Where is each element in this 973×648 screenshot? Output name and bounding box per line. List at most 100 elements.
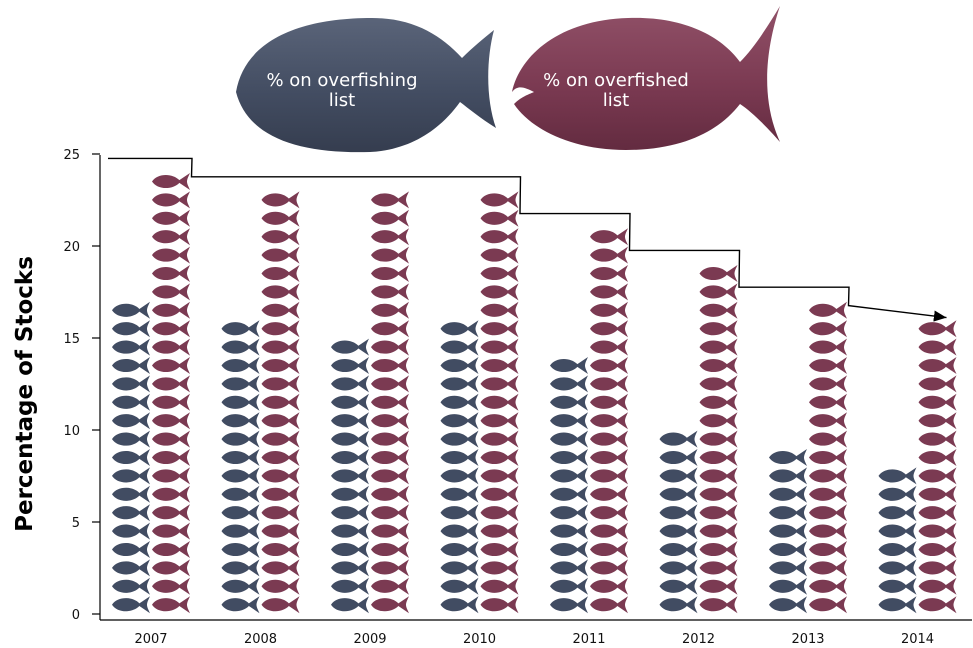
fish-icon — [221, 541, 260, 558]
fish-icon — [809, 320, 847, 338]
fish-icon — [152, 320, 190, 338]
fish-icon — [440, 357, 479, 374]
fish-icon — [112, 504, 150, 522]
fish-icon — [878, 504, 917, 522]
fish-icon — [550, 375, 588, 393]
fish-icon — [152, 173, 190, 190]
x-tick-label: 2011 — [572, 632, 605, 647]
fish-icon — [480, 485, 519, 503]
fish-icon — [261, 320, 300, 338]
fish-icon — [590, 320, 628, 338]
fish-icon — [699, 301, 738, 319]
fish-icon — [699, 430, 738, 448]
y-tick-label: 10 — [63, 424, 80, 439]
fish-icon — [371, 375, 409, 393]
fish-icon — [261, 283, 300, 301]
fish-icon — [371, 504, 409, 522]
fish-icon — [152, 265, 190, 282]
fish-icon — [221, 357, 260, 374]
fish-icon — [769, 522, 807, 540]
fish-icon — [809, 559, 847, 577]
fish-icon — [480, 430, 519, 448]
fish-icon — [699, 559, 738, 577]
fish-icon — [371, 301, 409, 319]
x-tick-label: 2012 — [682, 632, 715, 647]
fish-icon — [809, 577, 847, 595]
fish-icon — [809, 357, 847, 374]
fish-icon — [112, 467, 150, 485]
fish-icon — [152, 430, 190, 448]
fish-icon — [809, 338, 847, 356]
fish-icon — [878, 577, 917, 595]
fish-icon — [659, 430, 698, 448]
legend-overfishing: % on overfishing list — [236, 18, 496, 153]
fish-icon — [809, 522, 847, 540]
fish-icon — [261, 393, 300, 411]
fish-icon — [918, 485, 957, 503]
fish-icon — [550, 504, 588, 522]
fish-icon — [440, 504, 479, 522]
bar-overfishing-2012 — [659, 430, 698, 614]
x-tick-label: 2007 — [134, 632, 167, 647]
fish-icon — [918, 393, 957, 411]
fish-icon — [550, 541, 588, 558]
fish-icon — [878, 467, 917, 485]
fish-icon — [371, 430, 409, 448]
fish-icon — [371, 209, 409, 227]
fish-icon — [809, 412, 847, 430]
fish-icon — [331, 449, 369, 466]
fish-icon — [440, 449, 479, 466]
fish-icon — [261, 375, 300, 393]
x-tick-label: 2013 — [791, 632, 824, 647]
fish-icon — [152, 283, 190, 301]
fish-icon — [440, 430, 479, 448]
fish-icon — [440, 541, 479, 558]
fish-icon — [809, 430, 847, 448]
fish-icon — [590, 577, 628, 595]
fish-icon — [659, 449, 698, 466]
fish-icon — [550, 485, 588, 503]
bar-overfishing-2009 — [331, 338, 369, 614]
fish-icon — [659, 596, 698, 614]
fish-icon — [480, 449, 519, 466]
fish-icon — [371, 467, 409, 485]
fish-icon — [590, 485, 628, 503]
fish-icon — [699, 577, 738, 595]
fish-icon — [699, 596, 738, 614]
fish-icon — [112, 559, 150, 577]
fish-icon — [659, 522, 698, 540]
fish-icon — [331, 541, 369, 558]
y-tick-label: 20 — [63, 240, 80, 255]
fish-icon — [809, 301, 847, 319]
fish-icon — [550, 577, 588, 595]
fish-icon — [699, 375, 738, 393]
fish-icon — [480, 467, 519, 485]
fish-icon — [440, 559, 479, 577]
fish-icon — [550, 449, 588, 466]
legend-overfished-fish-icon — [512, 6, 780, 150]
fish-icon — [769, 559, 807, 577]
fish-icon — [590, 338, 628, 356]
fish-icon — [331, 577, 369, 595]
fish-icon — [221, 559, 260, 577]
fish-icon — [878, 541, 917, 558]
fish-icon — [918, 559, 957, 577]
fish-icon — [371, 283, 409, 301]
fish-bars — [112, 173, 957, 614]
legend-overfished-label-1: % on overfished — [543, 70, 689, 91]
fish-icon — [699, 485, 738, 503]
fish-icon — [331, 485, 369, 503]
y-tick-label: 15 — [63, 332, 80, 347]
legend-overfishing-label-1: % on overfishing — [266, 70, 417, 91]
fish-icon — [331, 559, 369, 577]
fish-icon — [261, 449, 300, 466]
fish-icon — [112, 596, 150, 614]
fish-icon — [878, 559, 917, 577]
fish-icon — [480, 338, 519, 356]
fish-icon — [590, 228, 628, 246]
fish-icon — [261, 541, 300, 558]
fish-icon — [221, 485, 260, 503]
fish-icon — [331, 338, 369, 356]
fish-icon — [769, 541, 807, 558]
fish-icon — [371, 393, 409, 411]
